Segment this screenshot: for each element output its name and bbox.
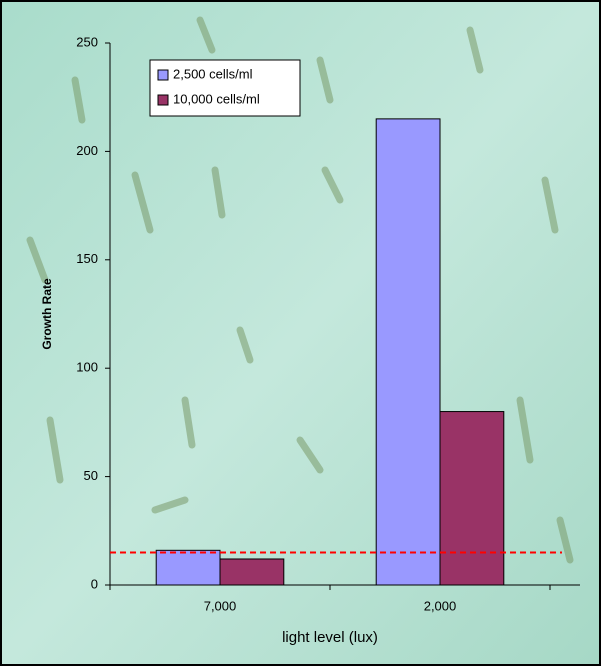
x-axis-label: light level (lux) (282, 629, 378, 646)
legend-label: 2,500 cells/ml (173, 66, 253, 81)
bar (440, 412, 504, 585)
y-tick-label: 0 (91, 576, 98, 591)
legend: 2,500 cells/ml 10,000 cells/ml (150, 60, 300, 116)
x-tick-label: 2,000 (424, 598, 457, 613)
y-tick-label: 100 (76, 360, 98, 375)
bar (156, 550, 220, 585)
y-tick-label: 50 (84, 468, 98, 483)
y-tick-label: 250 (76, 34, 98, 49)
legend-label: 10,000 cells/ml (173, 91, 260, 106)
legend-swatch (158, 95, 168, 105)
chart: Growth Rate light level (lux) 2,500 cell… (0, 0, 601, 666)
legend-swatch (158, 70, 168, 80)
x-tick-label: 7,000 (204, 598, 237, 613)
bar (376, 119, 440, 585)
bar (220, 559, 284, 585)
y-axis-label: Growth Rate (40, 278, 54, 350)
y-tick-label: 150 (76, 251, 98, 266)
y-tick-label: 200 (76, 143, 98, 158)
